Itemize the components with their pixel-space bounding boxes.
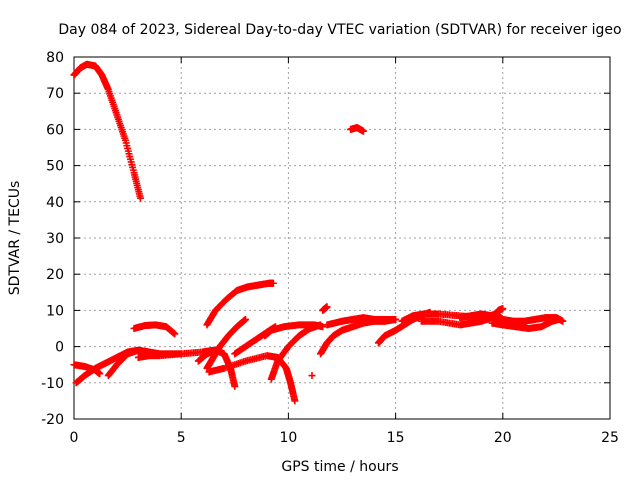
x-tick-label: 10 [279,430,297,446]
data-point [323,303,331,311]
chart-title: Day 084 of 2023, Sidereal Day-to-day VTE… [58,22,621,38]
x-tick-label: 20 [494,430,512,446]
y-axis-label: SDTVAR / TECUs [7,181,23,296]
x-tick-label: 0 [70,430,79,446]
series-arc-07 [130,321,179,338]
data-point [291,397,299,405]
series-arc-08 [194,346,239,390]
tick-layer: 0 5 10 15 20 25 -20 -10 0 10 20 30 40 50 60 70 80 [41,50,619,446]
data-point [559,317,567,325]
series-arc-16 [308,372,316,380]
data-point [269,279,277,287]
data-point [308,372,316,380]
data-point [96,370,104,378]
y-tick-label: 80 [46,50,64,66]
x-tick-label: 5 [177,430,186,446]
y-tick-label: 70 [46,86,64,102]
y-tick-label: 60 [46,122,64,138]
series-arc-05 [104,346,153,380]
data-point [242,315,250,323]
data-point [359,127,367,135]
data-point [319,323,327,331]
x-tick-label: 25 [601,430,619,446]
data-point [392,315,400,323]
series-arc-12 [205,352,299,405]
series-arc-18 [323,314,400,329]
series-arc-09 [203,315,250,372]
y-tick-label: 50 [46,159,64,175]
data-point [499,305,507,313]
series-arc-17 [319,303,331,314]
y-tick-label: 0 [55,340,64,356]
data-point [555,315,563,323]
y-tick-label: 40 [46,195,64,211]
x-axis-label: GPS time / hours [281,459,398,475]
series-arc-14 [261,321,327,340]
series-arc-02 [347,124,367,135]
y-tick-label: 30 [46,231,64,247]
x-tick-label: 15 [387,430,405,446]
series-arc-23 [488,315,563,332]
data-layer [70,60,567,405]
series-arc-01 [70,60,144,202]
y-tick-label: 20 [46,267,64,283]
series-arc-21 [417,305,507,329]
grid-layer [74,57,610,419]
y-tick-label: -20 [41,412,64,428]
y-tick-label: 10 [46,303,64,319]
data-point [136,194,144,202]
y-tick-label: -10 [41,376,64,392]
series-arc-10 [203,279,277,329]
data-point [171,330,179,338]
data-point [231,382,239,390]
